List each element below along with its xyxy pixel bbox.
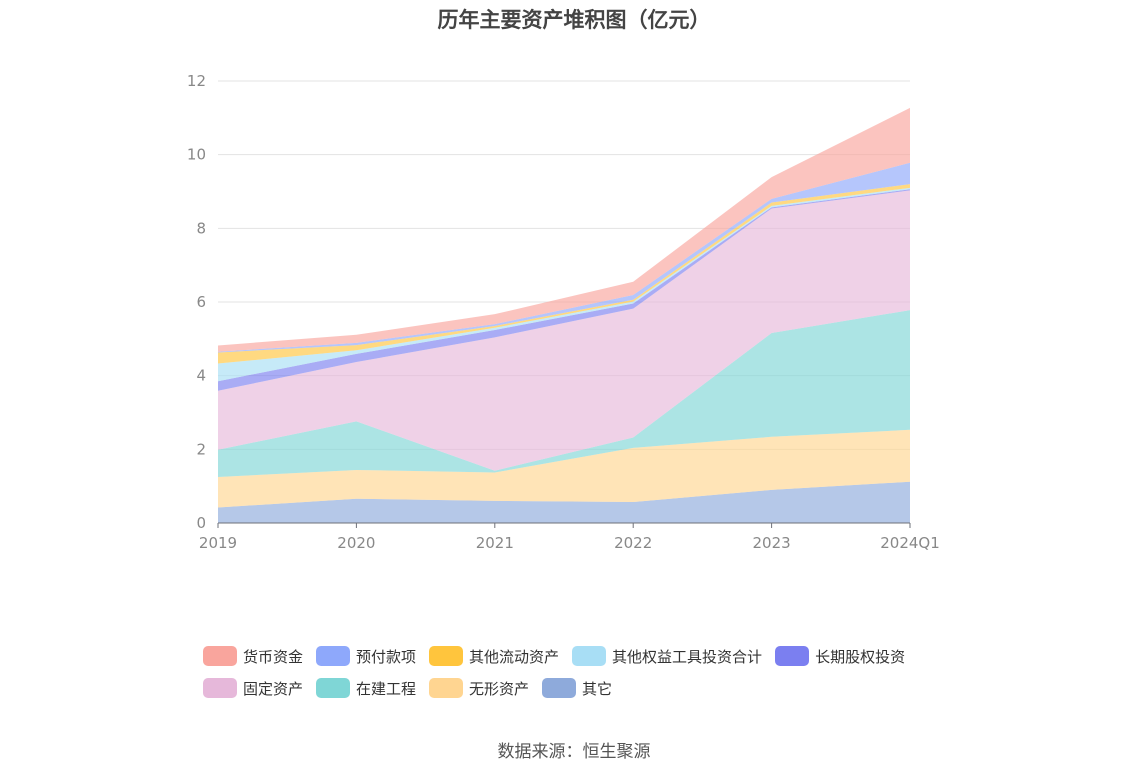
area-series-0: [218, 481, 910, 523]
y-tick-label: 6: [196, 293, 206, 311]
x-tick-label: 2019: [199, 534, 237, 552]
area-series-2: [218, 310, 910, 477]
x-tick-label: 2021: [476, 534, 514, 552]
legend-item[interactable]: 在建工程: [316, 678, 416, 699]
area-series-1: [218, 429, 910, 508]
legend-label: 其他流动资产: [469, 647, 560, 666]
legend-item[interactable]: 其他流动资产: [429, 646, 559, 667]
legend-label: 货币资金: [243, 647, 304, 666]
legend-item[interactable]: 长期股权投资: [775, 646, 905, 667]
legend-label: 在建工程: [356, 679, 417, 698]
area-series-7: [218, 162, 910, 353]
area-series-5: [218, 187, 910, 382]
chart-title: 历年主要资产堆积图（亿元）: [437, 8, 711, 32]
chart-legend: 货币资金 预付款项 其他流动资产 其他权益工具投资合计 长期股权投资固定资产 在建工程 无形…: [203, 640, 963, 704]
legend-swatch: [572, 646, 607, 666]
legend-swatch: [429, 678, 464, 698]
legend-row: 货币资金 预付款项 其他流动资产 其他权益工具投资合计 长期股权投资: [203, 640, 963, 672]
legend-item[interactable]: 其它: [542, 678, 612, 699]
legend-label: 其他权益工具投资合计: [612, 647, 763, 666]
legend-label: 固定资产: [243, 679, 304, 698]
legend-swatch: [316, 646, 351, 666]
y-tick-label: 2: [196, 440, 206, 458]
area-series-8: [218, 107, 910, 352]
area-series-3: [218, 190, 910, 471]
legend-row: 固定资产 在建工程 无形资产 其它: [203, 672, 963, 704]
y-tick-label: 0: [196, 514, 206, 532]
legend-label: 预付款项: [356, 647, 417, 666]
legend-swatch: [203, 678, 237, 698]
legend-swatch: [316, 678, 351, 698]
area-series-6: [218, 184, 910, 364]
y-tick-label: 4: [196, 367, 206, 385]
legend-item[interactable]: 其他权益工具投资合计: [572, 646, 762, 667]
stacked-area-chart: 0 2 4 6 8 10 12 2019 2020 2021 2022 2023 2024Q1: [187, 72, 940, 552]
legend-swatch: [429, 646, 464, 666]
x-tick-label: 2020: [337, 534, 375, 552]
legend-swatch: [203, 646, 237, 666]
y-tick-label: 8: [196, 219, 206, 237]
legend-item[interactable]: 预付款项: [316, 646, 416, 667]
legend-swatch: [542, 678, 577, 698]
y-tick-label: 12: [187, 72, 206, 90]
x-tick-label: 2024Q1: [880, 534, 940, 552]
y-tick-label: 10: [187, 146, 206, 164]
legend-item[interactable]: 固定资产: [203, 678, 303, 699]
source-note: 数据来源：恒生聚源: [497, 742, 651, 762]
x-tick-label: 2022: [614, 534, 652, 552]
legend-label: 长期股权投资: [815, 647, 906, 666]
x-tick-label: 2023: [753, 534, 791, 552]
legend-swatch: [775, 646, 810, 666]
legend-item[interactable]: 无形资产: [429, 678, 529, 699]
legend-item[interactable]: 货币资金: [203, 646, 303, 667]
legend-label: 其它: [582, 679, 613, 698]
area-series-4: [218, 189, 910, 391]
legend-label: 无形资产: [469, 679, 530, 698]
